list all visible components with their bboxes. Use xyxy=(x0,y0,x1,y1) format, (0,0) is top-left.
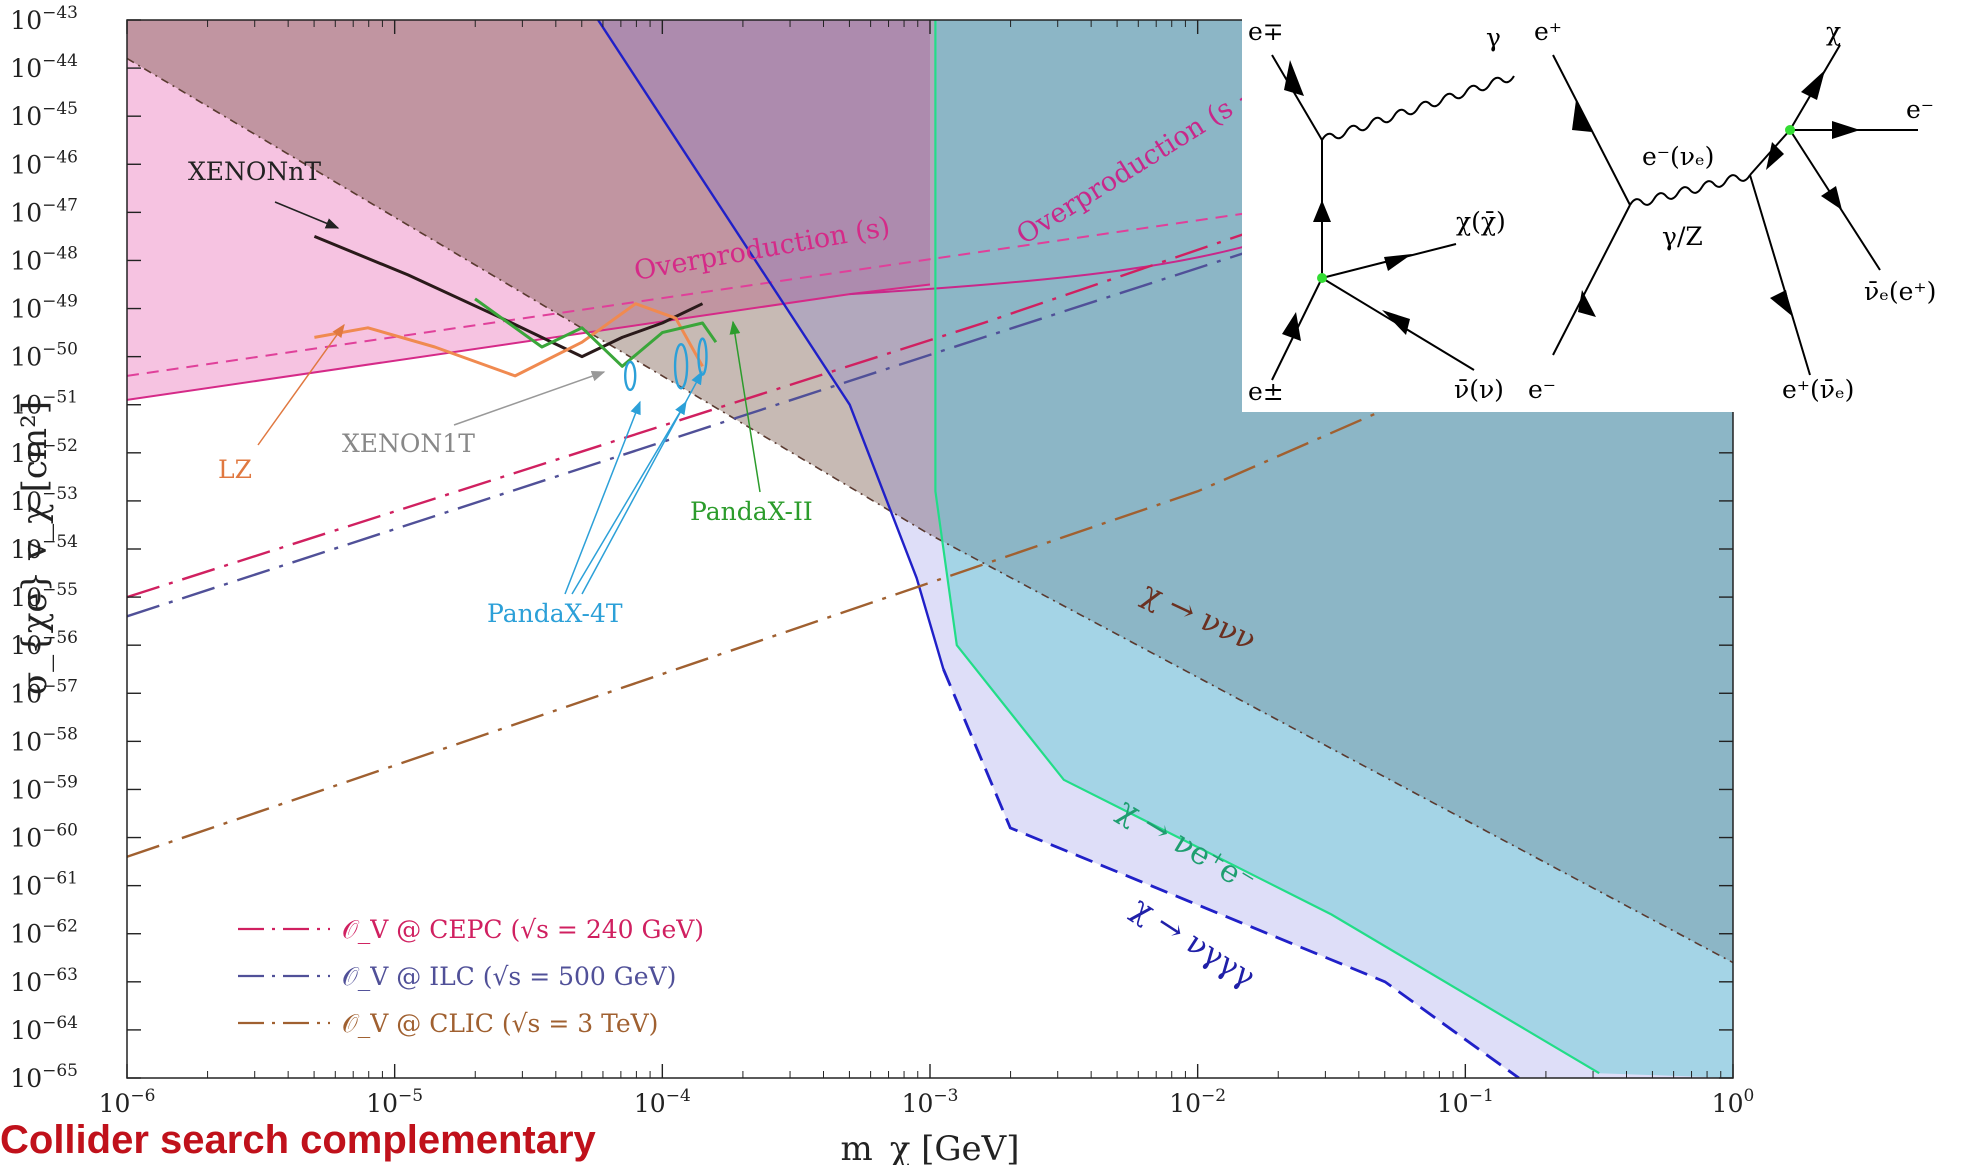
d2-label-chi: χ xyxy=(1826,17,1841,46)
annotation-pandax-ii: PandaX-II xyxy=(690,497,813,526)
series-lz xyxy=(314,302,704,378)
series-xenonnt xyxy=(313,235,704,359)
d1-label-chi: χ(χ̄) xyxy=(1456,207,1506,236)
arrow-lz xyxy=(257,323,345,446)
y-tick-label: 10−64 xyxy=(10,1013,78,1045)
arrow-2f xyxy=(1770,290,1792,316)
arrow-2g xyxy=(1766,142,1784,170)
legend: 𝒪_V @ CEPC (√s = 240 GeV) 𝒪_V @ ILC (√s … xyxy=(238,915,704,1038)
y-tick-label: 10−65 xyxy=(10,1061,78,1093)
y-tick-label: 10−44 xyxy=(10,51,78,83)
x-axis-label: m_χ [GeV] xyxy=(840,1129,1019,1165)
d2-label-e-plus: e⁺ xyxy=(1534,17,1562,46)
arrow-pandax-4t-3 xyxy=(581,370,703,595)
d1-label-e-pm: e± xyxy=(1248,377,1284,406)
y-tick-label: 10−62 xyxy=(10,917,78,949)
x-tick-label: 10−3 xyxy=(902,1086,959,1118)
arrow-1c xyxy=(1384,254,1412,271)
boundary-decay-nuee xyxy=(934,20,1600,1075)
feynman-inset: e∓ γ χ(χ̄) e± ν̄(ν) e⁺ e⁻ γ/Z e⁻(νₑ) χ e… xyxy=(1242,0,1968,412)
feynman-diagram-1-arrows xyxy=(1282,60,1412,341)
y-tick-label: 10−60 xyxy=(10,821,78,853)
d2-label-e-nue: e⁻(νₑ) xyxy=(1642,142,1714,171)
curve-overproduction-s-dashed xyxy=(127,192,1386,377)
d2-label-boson: γ/Z xyxy=(1662,222,1703,251)
x-tick-label: 10−4 xyxy=(634,1086,691,1118)
arrow-2c xyxy=(1801,70,1825,100)
arrow-pandax-4t-2 xyxy=(571,400,687,595)
d2-fermion-in-bottom xyxy=(1552,204,1631,356)
y-tick-label: 10−50 xyxy=(10,340,78,372)
d2-label-e-plus-nue: e⁺(ν̄ₑ) xyxy=(1782,375,1854,404)
annotation-pandax-4t: PandaX-4T xyxy=(487,599,623,628)
vertex-2 xyxy=(1785,125,1795,135)
fermion-line-top-left xyxy=(1271,54,1323,141)
y-tick-label: 10−46 xyxy=(10,147,78,179)
arrow-1b xyxy=(1313,200,1331,222)
x-tick-label: 10−1 xyxy=(1437,1086,1494,1118)
arrow-pandax-4t-1 xyxy=(564,400,641,595)
arrow-2a xyxy=(1572,100,1592,132)
y-tick-label: 10−43 xyxy=(10,3,78,35)
y-tick-label: 10−48 xyxy=(10,243,78,275)
d1-label-nu: ν̄(ν) xyxy=(1454,375,1504,404)
series-pandax-4t-contour-2 xyxy=(673,343,689,390)
y-tick-label: 10−47 xyxy=(10,195,78,227)
arrow-1a xyxy=(1284,60,1304,96)
arrow-2e xyxy=(1821,186,1842,210)
arrow-2b xyxy=(1578,290,1596,317)
series-clic xyxy=(127,408,1386,858)
d2-boson-line xyxy=(1629,174,1751,206)
y-tick-label: 10−58 xyxy=(10,724,78,756)
x-tick-label: 100 xyxy=(1712,1086,1755,1118)
region-overproduction-s xyxy=(127,20,930,400)
d1-label-e-mp: e∓ xyxy=(1248,17,1284,46)
annotation-xenon1t: XENON1T xyxy=(342,429,475,458)
vertex-1 xyxy=(1317,273,1327,283)
legend-text-cepc: 𝒪_V @ CEPC (√s = 240 GeV) xyxy=(342,915,704,944)
y-tick-label: 10−59 xyxy=(10,772,78,804)
x-tick-label: 10−5 xyxy=(366,1086,423,1118)
arrow-1e xyxy=(1282,312,1301,341)
y-tick-label: 10−61 xyxy=(10,869,78,901)
boundary-decay-nugammas xyxy=(597,20,945,670)
arrow-xenon1t xyxy=(453,370,606,426)
d2-fermion-in-top xyxy=(1552,54,1631,206)
y-tick-label: 10−49 xyxy=(10,292,78,324)
inset-background xyxy=(1242,0,1968,412)
boundary-decay-nununu xyxy=(127,57,1733,964)
arrow-1d xyxy=(1382,310,1410,335)
footer-text: Collider search complementary xyxy=(0,1118,596,1162)
arrow-xenonnt xyxy=(274,201,340,229)
d2-label-nuebar: ν̄ₑ(e⁺) xyxy=(1864,277,1936,306)
annotation-lz: LZ xyxy=(218,455,252,484)
y-tick-label: 10−45 xyxy=(10,99,78,131)
y-tick-label: 10−63 xyxy=(10,965,78,997)
x-tick-label: 10−6 xyxy=(99,1086,156,1118)
d1-label-gamma: γ xyxy=(1486,23,1501,52)
boundary-decay-nugammas-dashed xyxy=(942,668,1520,1078)
arrow-2d xyxy=(1832,121,1860,139)
d2-label-e-minus-out: e⁻ xyxy=(1906,95,1934,124)
d2-label-e-minus-in: e⁻ xyxy=(1528,375,1556,404)
arrow-pandax-ii xyxy=(729,320,761,493)
series-pandax-ii xyxy=(474,297,718,368)
d2-fermion-out-bottom xyxy=(1749,174,1811,376)
feynman-diagram-2-arrows xyxy=(1572,70,1860,317)
legend-text-ilc: 𝒪_V @ ILC (√s = 500 GeV) xyxy=(342,962,676,991)
series-pandax-4t-contour-1 xyxy=(624,360,637,392)
x-tick-label: 10−2 xyxy=(1169,1086,1226,1118)
annotation-xenonnt: XENONnT xyxy=(188,157,321,186)
photon-line xyxy=(1321,75,1515,141)
y-axis-label: σ_{χe} v_χ [cm²] xyxy=(15,401,55,695)
legend-text-clic: 𝒪_V @ CLIC (√s = 3 TeV) xyxy=(342,1009,658,1038)
